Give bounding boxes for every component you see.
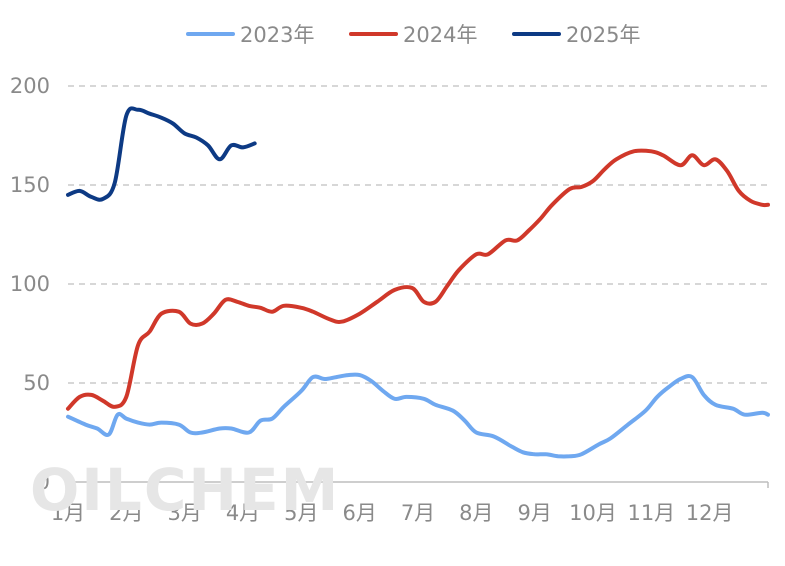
x-tick-label: 12月 [686,501,734,525]
x-tick-label: 4月 [226,501,260,525]
x-tick-label: 5月 [284,501,318,525]
gridlines [68,85,768,384]
x-tick-label: 10月 [569,501,617,525]
series-lines [66,106,770,459]
y-tick-label: 100 [10,272,50,296]
x-tick-label: 9月 [517,501,551,525]
axes: 0 50 100 150 200 1月 2月 3月 4月 5月 6月 7月 8月 9月 10月 11月 12月 [10,74,769,525]
y-tick-label: 50 [23,371,50,395]
series-line-2 [66,148,770,411]
legend: 2023年 2024年 2025年 [186,23,640,47]
x-tick-label: 8月 [459,501,493,525]
x-tick-label: 1月 [51,501,85,525]
x-tick-label: 2月 [109,501,143,525]
x-tick-label: 3月 [167,501,201,525]
legend-label: 2023年 [240,23,314,47]
x-tick-label: 11月 [627,501,675,525]
y-tick-label: 200 [10,74,50,98]
x-tick-label: 6月 [342,501,376,525]
series-line-1 [66,372,770,459]
legend-label: 2025年 [566,23,640,47]
y-tick-label: 150 [10,173,50,197]
series-line-3 [66,106,257,202]
legend-label: 2024年 [403,23,477,47]
x-tick-label: 7月 [401,501,435,525]
y-tick-label: 0 [37,470,50,494]
watermark-text: OILCHEM [30,456,340,524]
